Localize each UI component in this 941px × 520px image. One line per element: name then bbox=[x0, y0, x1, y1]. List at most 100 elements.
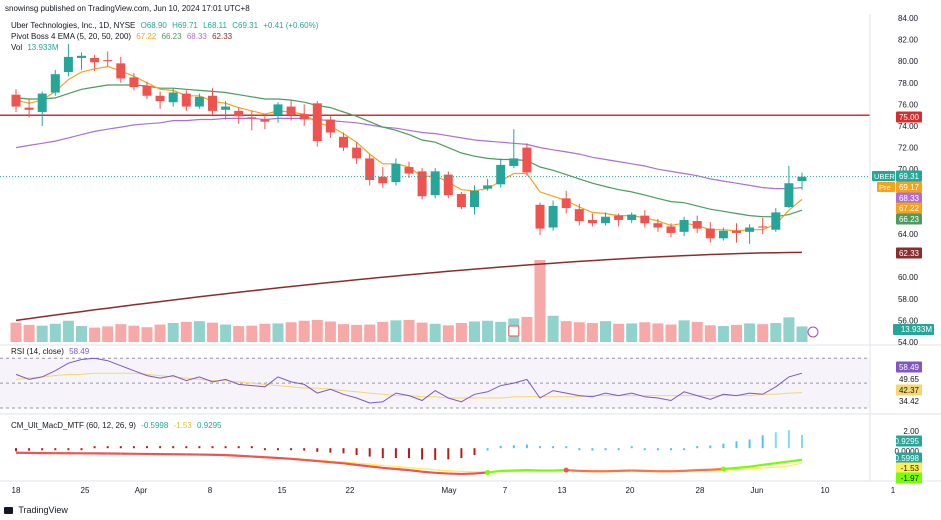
candle-body bbox=[705, 228, 715, 239]
price-badge-label: 68.33 bbox=[899, 194, 920, 203]
price-tick-label: 76.00 bbox=[898, 100, 919, 109]
macd-histogram-bar bbox=[709, 445, 712, 449]
footer-brand[interactable]: TradingView bbox=[4, 505, 71, 515]
rsi-line bbox=[15, 357, 803, 404]
macd-histogram-bar bbox=[172, 446, 175, 449]
candle bbox=[155, 91, 165, 109]
time-tick-label: 22 bbox=[346, 486, 355, 495]
candle-body bbox=[116, 63, 126, 79]
volume-bar bbox=[338, 324, 349, 342]
macd-line-segment bbox=[264, 456, 279, 460]
volume-bar bbox=[49, 323, 61, 342]
candle bbox=[561, 190, 571, 214]
candle bbox=[273, 102, 283, 123]
candle-body bbox=[627, 214, 637, 220]
candle-body bbox=[443, 174, 453, 196]
macd-legend[interactable]: CM_Ult_MacD_MTF (60, 12, 26, 9) -0.5998 … bbox=[11, 421, 224, 430]
candle bbox=[430, 168, 440, 199]
price-axis[interactable]: 84.00 82.00 80.00 78.00 76.00 74.00 72.00 70.00… bbox=[869, 14, 934, 481]
price-badge bbox=[896, 247, 922, 259]
candle bbox=[50, 69, 60, 96]
volume-legend[interactable]: Vol 13.933M bbox=[11, 43, 62, 52]
volume-bar bbox=[469, 321, 480, 342]
price-tick-label: 84.00 bbox=[898, 14, 919, 23]
macd-line-segment bbox=[330, 461, 344, 465]
volume-bar bbox=[285, 322, 297, 342]
candle-body bbox=[260, 119, 270, 122]
open-value: O68.90 bbox=[140, 21, 167, 30]
symbol-legend[interactable]: Uber Technologies, Inc., 1D, NYSE O68.90… bbox=[11, 21, 321, 30]
price-badge bbox=[896, 192, 922, 204]
ema-legend[interactable]: Pivot Boss 4 EMA (5, 20, 50, 200) 67.22 … bbox=[11, 32, 235, 41]
rsi-axis-label: 49.65 bbox=[899, 375, 920, 384]
ema200-line bbox=[15, 251, 803, 322]
macd-axis-label: -0.5998 bbox=[892, 454, 920, 463]
candle-body bbox=[234, 110, 244, 117]
macd-histogram-bar bbox=[342, 448, 345, 454]
price-tick-label: 54.00 bbox=[898, 338, 919, 347]
volume-bar bbox=[351, 324, 363, 342]
volume-bar bbox=[76, 326, 87, 342]
high-value: H69.71 bbox=[172, 21, 198, 30]
candle-body bbox=[666, 226, 676, 233]
candle bbox=[63, 43, 73, 77]
macd-histogram-bar bbox=[277, 448, 279, 451]
volume-bar bbox=[115, 324, 127, 342]
candle-body bbox=[653, 223, 663, 228]
volume-bar bbox=[10, 322, 22, 342]
macd-histogram-bar bbox=[421, 448, 424, 460]
volume-bar bbox=[390, 320, 402, 342]
candle-body bbox=[470, 190, 479, 207]
candle bbox=[129, 73, 139, 91]
time-tick-label: 10 bbox=[821, 486, 830, 495]
candle-body bbox=[574, 209, 584, 222]
volume-bar bbox=[154, 324, 166, 342]
price-badge-label: 69.17 bbox=[899, 183, 920, 192]
macd-line-segment bbox=[356, 463, 370, 468]
pre-tag-label: Pre bbox=[879, 183, 891, 192]
volume-bar bbox=[298, 320, 310, 342]
macd-line-segment bbox=[408, 469, 423, 473]
pre-tag bbox=[877, 182, 895, 192]
macd-line-segment bbox=[788, 458, 803, 463]
macd-histogram-bar bbox=[290, 448, 293, 451]
macd-histogram-bar bbox=[80, 448, 83, 451]
candle bbox=[77, 52, 86, 70]
candle-body bbox=[456, 194, 466, 207]
macd-histogram-bar bbox=[801, 434, 803, 449]
candle-body bbox=[391, 163, 401, 183]
price-badge bbox=[896, 213, 922, 225]
macd-histogram-bar bbox=[722, 443, 725, 449]
volume-bar bbox=[783, 317, 795, 342]
price-pane[interactable] bbox=[0, 43, 941, 346]
macd-histogram-bar bbox=[473, 448, 476, 456]
macd-line-segment bbox=[762, 462, 776, 466]
candle bbox=[208, 88, 217, 116]
rsi-pane[interactable]: 58.49 49.65 42.37 34.42 bbox=[0, 357, 941, 415]
macd-histogram-bar bbox=[316, 448, 319, 452]
rsi-axis-label: 58.49 bbox=[899, 363, 920, 372]
candle bbox=[771, 208, 781, 232]
macd-histogram-bar bbox=[643, 448, 646, 451]
candle bbox=[116, 56, 126, 83]
macd-line-segment bbox=[684, 469, 698, 473]
candle-body bbox=[601, 216, 610, 224]
volume-bar bbox=[403, 319, 415, 342]
macd-v2: -1.53 bbox=[173, 421, 192, 430]
time-axis[interactable]: 18 25 Apr 8 15 22 May 7 13 20 28 Jun 10 1 bbox=[12, 486, 896, 495]
macd-histogram-bar bbox=[617, 448, 620, 451]
volume-bar bbox=[128, 325, 140, 342]
volume-bar bbox=[246, 325, 258, 342]
ema200-value: 62.33 bbox=[212, 32, 233, 41]
candle-body bbox=[365, 158, 375, 180]
macd-histogram-bar bbox=[355, 448, 358, 456]
candle-body bbox=[745, 227, 755, 232]
time-tick-label: 28 bbox=[696, 486, 705, 495]
rsi-legend[interactable]: RSI (14, close) 58.49 bbox=[11, 347, 92, 356]
price-tick-label: 64.00 bbox=[898, 230, 919, 239]
macd-v3: 0.9295 bbox=[197, 421, 222, 430]
candle bbox=[732, 223, 741, 243]
macd-histogram-bar bbox=[67, 448, 70, 451]
